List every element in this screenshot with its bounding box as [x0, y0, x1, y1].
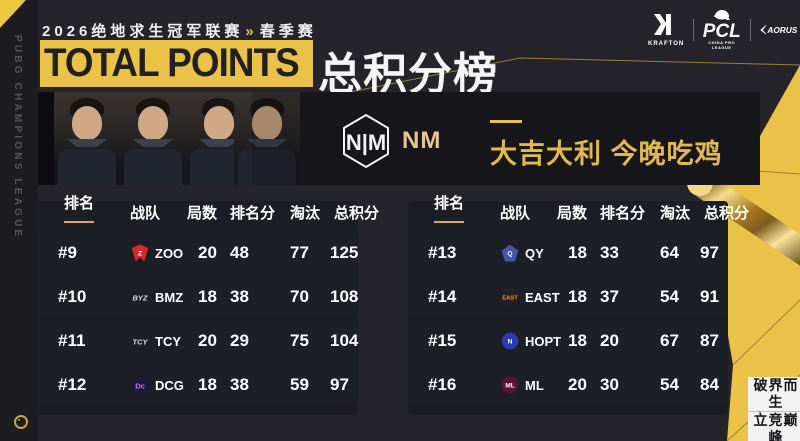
svg-text:BYZ: BYZ: [133, 293, 148, 302]
svg-text:ML: ML: [505, 383, 515, 390]
svg-text:EAST: EAST: [502, 296, 518, 302]
svg-text:N|M: N|M: [346, 130, 386, 155]
svg-text:Dc: Dc: [135, 381, 145, 390]
svg-text:AORUS: AORUS: [766, 25, 797, 35]
svg-text:Q: Q: [507, 251, 512, 258]
svg-text:N: N: [508, 339, 513, 346]
svg-text:Z: Z: [138, 251, 142, 258]
svg-text:TCY: TCY: [133, 337, 149, 346]
